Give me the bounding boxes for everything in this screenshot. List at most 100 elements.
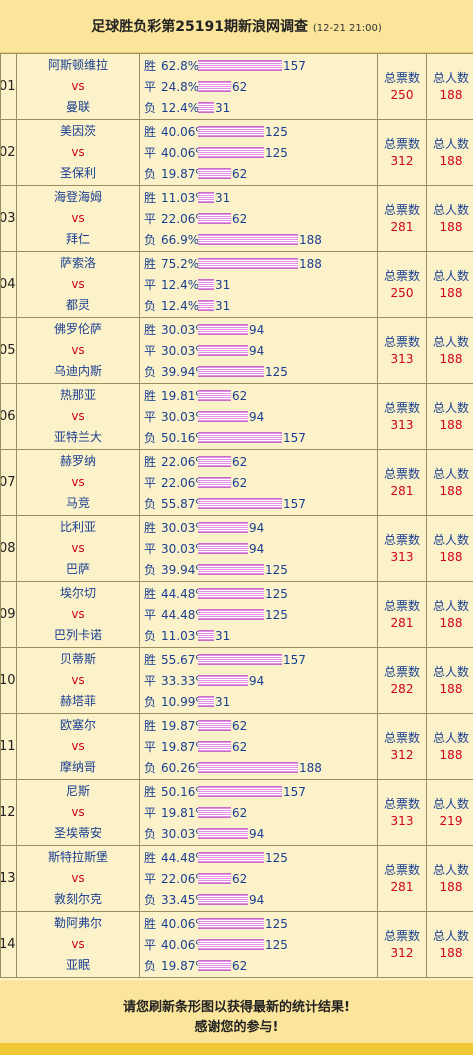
total-people-cell: 总人数 188	[426, 383, 473, 450]
home-team[interactable]: 比利亚	[59, 520, 96, 534]
away-team[interactable]: 摩纳哥	[59, 760, 96, 774]
teams-cell: 美因茨 vs 圣保利	[16, 119, 140, 186]
match-row: 08 比利亚 vs 巴萨 胜 30.03% 94 平 30.03% 94 负 39.94% 125 总票数…	[0, 515, 473, 582]
vote-bars: 胜 75.2% 188 平 12.4% 31 负 12.4% 31	[139, 251, 378, 318]
home-team[interactable]: 埃尔切	[59, 586, 96, 600]
loss-label: 负	[144, 299, 157, 313]
teams-cell: 海登海姆 vs 拜仁	[16, 185, 140, 252]
total-votes-value: 281	[390, 219, 414, 234]
teams-cell: 热那亚 vs 亚特兰大	[16, 383, 140, 450]
home-team[interactable]: 萨索洛	[59, 256, 96, 270]
total-people-cell: 总人数 219	[426, 779, 473, 846]
match-row: 12 尼斯 vs 圣埃蒂安 胜 50.16% 157 平 19.81% 62 负 30.03% 94 总票…	[0, 779, 473, 846]
match-row: 13 斯特拉斯堡 vs 敦刻尔克 胜 44.48% 125 平 22.06% 62 负 33.45% 9…	[0, 845, 473, 912]
vs-label: vs	[71, 277, 85, 291]
home-team[interactable]: 赫罗纳	[59, 454, 96, 468]
win-count: 94	[249, 322, 265, 337]
loss-percent: 12.4%	[161, 298, 200, 313]
match-row: 14 勒阿弗尔 vs 亚眠 胜 40.06% 125 平 40.06% 125 负 19.87% 62 总…	[0, 911, 473, 978]
vote-bars: 胜 19.81% 62 平 30.03% 94 负 50.16% 157	[139, 383, 378, 450]
draw-count: 94	[249, 343, 265, 358]
win-row: 胜 55.67% 157	[144, 649, 377, 670]
draw-bar	[198, 807, 231, 818]
draw-label: 平	[144, 278, 157, 292]
home-team[interactable]: 阿斯顿维拉	[47, 58, 108, 72]
home-team[interactable]: 佛罗伦萨	[53, 322, 102, 336]
home-team[interactable]: 勒阿弗尔	[53, 916, 102, 930]
total-people-label: 总人数	[432, 70, 469, 85]
total-votes-label: 总票数	[383, 268, 420, 283]
away-team[interactable]: 亚眠	[65, 958, 90, 972]
total-people-cell: 总人数 188	[426, 317, 473, 384]
total-people-label: 总人数	[432, 268, 469, 283]
vs-label: vs	[71, 739, 85, 753]
total-votes-value: 313	[390, 813, 414, 828]
loss-percent: 19.87%	[161, 958, 207, 973]
win-bar	[198, 918, 264, 929]
away-team[interactable]: 乌迪内斯	[53, 364, 102, 378]
win-bar	[198, 192, 214, 203]
survey-table: 01 阿斯顿维拉 vs 曼联胜 62.8% 157 平 24.8% 62 负 12.4% 31 总票数 2…	[0, 53, 473, 978]
draw-label: 平	[144, 146, 157, 160]
win-percent: 30.03%	[161, 322, 207, 337]
away-team[interactable]: 拜仁	[65, 232, 90, 246]
draw-percent: 30.03%	[161, 409, 207, 424]
total-votes-label: 总票数	[383, 334, 420, 349]
draw-percent: 19.81%	[161, 805, 207, 820]
total-people-value: 188	[439, 219, 463, 234]
footer-line-2: 感谢您的参与!	[194, 1019, 279, 1035]
away-team[interactable]: 亚特兰大	[53, 430, 102, 444]
draw-count: 94	[249, 409, 265, 424]
win-label: 胜	[144, 389, 157, 403]
vs-label: vs	[71, 871, 85, 885]
loss-percent: 12.4%	[161, 100, 200, 115]
away-team[interactable]: 赫塔菲	[59, 694, 96, 708]
total-people-cell: 总人数 188	[426, 185, 473, 252]
home-team[interactable]: 热那亚	[59, 388, 96, 402]
away-team[interactable]: 巴列卡诺	[53, 628, 102, 642]
draw-bar	[198, 741, 231, 752]
draw-row: 平 33.33% 94	[144, 670, 377, 691]
page-title: 足球胜负彩第25191期新浪网调查 (12-21 21:00)	[91, 16, 381, 36]
away-team[interactable]: 敦刻尔克	[53, 892, 102, 906]
home-team[interactable]: 海登海姆	[53, 190, 102, 204]
teams-cell: 欧塞尔 vs 摩纳哥	[16, 713, 140, 780]
draw-bar	[198, 477, 231, 488]
total-people-value: 188	[439, 153, 463, 168]
loss-row: 负 19.87% 62	[144, 163, 377, 184]
win-percent: 75.2%	[161, 256, 200, 271]
teams-cell: 埃尔切 vs 巴列卡诺	[16, 581, 140, 648]
total-votes-value: 313	[390, 417, 414, 432]
match-row: 02 美因茨 vs 圣保利 胜 40.06% 125 平 40.06% 125 负 19.87% 62 总…	[0, 119, 473, 186]
draw-bar	[198, 411, 248, 422]
home-team[interactable]: 贝蒂斯	[59, 652, 96, 666]
teams-cell: 赫罗纳 vs 马竞	[16, 449, 140, 516]
home-team[interactable]: 美因茨	[59, 124, 96, 138]
draw-label: 平	[144, 872, 157, 886]
match-number: 04	[0, 251, 17, 318]
vote-bars: 胜 30.03% 94 平 30.03% 94 负 39.94% 125	[139, 317, 378, 384]
away-team[interactable]: 巴萨	[65, 562, 90, 576]
draw-row: 平 22.06% 62	[144, 208, 377, 229]
win-percent: 55.67%	[161, 652, 207, 667]
home-team[interactable]: 斯特拉斯堡	[47, 850, 108, 864]
away-team[interactable]: 圣保利	[59, 166, 96, 180]
draw-percent: 30.03%	[161, 343, 207, 358]
loss-count: 125	[265, 364, 288, 379]
loss-count: 157	[283, 496, 306, 511]
total-votes-label: 总票数	[383, 598, 420, 613]
win-percent: 50.16%	[161, 784, 207, 799]
away-team[interactable]: 都灵	[65, 298, 90, 312]
win-row: 胜 19.81% 62	[144, 385, 377, 406]
total-votes-value: 281	[390, 879, 414, 894]
win-bar	[198, 390, 231, 401]
home-team[interactable]: 欧塞尔	[59, 718, 96, 732]
away-team[interactable]: 曼联	[65, 100, 90, 114]
loss-label: 负	[144, 431, 157, 445]
away-team[interactable]: 圣埃蒂安	[53, 826, 102, 840]
match-row: 09 埃尔切 vs 巴列卡诺 胜 44.48% 125 平 44.48% 125 负 11.03% 31…	[0, 581, 473, 648]
home-team[interactable]: 尼斯	[65, 784, 90, 798]
away-team[interactable]: 马竞	[65, 496, 90, 510]
draw-percent: 12.4%	[161, 277, 200, 292]
match-row: 05 佛罗伦萨 vs 乌迪内斯 胜 30.03% 94 平 30.03% 94 负 39.94% 125…	[0, 317, 473, 384]
